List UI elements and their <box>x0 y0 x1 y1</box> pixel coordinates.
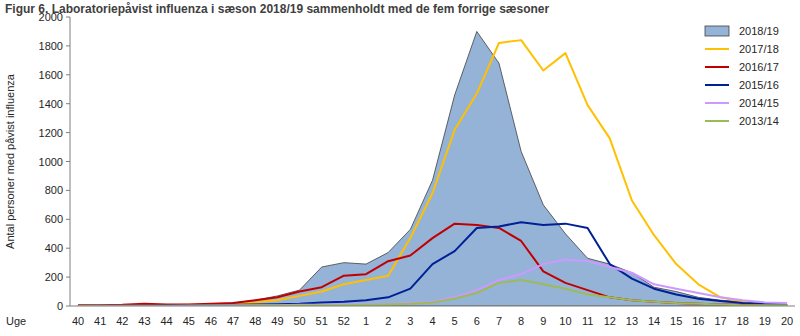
y-tick-label: 1800 <box>39 40 63 52</box>
legend-label: 2016/17 <box>739 61 779 73</box>
y-tick <box>66 17 70 18</box>
line <box>78 280 787 306</box>
chart: Figur 6. Laboratoriepåvist influenza i s… <box>0 0 800 336</box>
y-tick <box>66 219 70 220</box>
y-tick <box>66 45 70 46</box>
legend-swatch <box>705 84 729 86</box>
legend-label: 2018/19 <box>739 25 779 37</box>
y-tick-label: 600 <box>45 213 63 225</box>
x-tick-label: 44 <box>161 315 173 327</box>
x-tick-label: 7 <box>496 315 502 327</box>
y-tick-label: 1400 <box>39 98 63 110</box>
legend-label: 2017/18 <box>739 43 779 55</box>
x-axis-label: Uge <box>6 315 26 327</box>
y-tick-label: 1000 <box>39 156 63 168</box>
y-tick-label: 1600 <box>39 69 63 81</box>
y-tick-label: 2000 <box>39 11 63 23</box>
legend-label: 2013/14 <box>739 115 779 127</box>
y-tick <box>66 74 70 75</box>
x-tick-label: 19 <box>759 315 771 327</box>
x-tick-label: 46 <box>205 315 217 327</box>
legend-label: 2015/16 <box>739 79 779 91</box>
y-tick <box>66 277 70 278</box>
x-tick-label: 16 <box>692 315 704 327</box>
x-tick-label: 49 <box>271 315 283 327</box>
x-tick-label: 40 <box>72 315 84 327</box>
x-tick-label: 18 <box>737 315 749 327</box>
y-tick-label: 200 <box>45 271 63 283</box>
x-tick-label: 12 <box>604 315 616 327</box>
line <box>78 260 787 306</box>
x-tick-label: 4 <box>429 315 435 327</box>
x-tick-label: 9 <box>540 315 546 327</box>
legend-swatch <box>705 102 729 104</box>
x-tick-label: 15 <box>670 315 682 327</box>
legend-swatch <box>705 66 729 68</box>
x-tick-label: 10 <box>559 315 571 327</box>
x-tick-label: 11 <box>582 315 593 327</box>
y-tick-label: 1200 <box>39 127 63 139</box>
legend-label: 2014/15 <box>739 97 779 109</box>
y-axis-label: Antal personer med påvist influenza <box>4 73 16 249</box>
x-tick-label: 42 <box>116 315 128 327</box>
x-tick-label: 52 <box>338 315 350 327</box>
x-tick-label: 3 <box>407 315 413 327</box>
y-tick <box>66 161 70 162</box>
y-tick-label: 0 <box>57 300 63 312</box>
area <box>78 31 787 306</box>
x-tick-label: 14 <box>648 315 660 327</box>
x-tick-label: 20 <box>781 315 793 327</box>
x-tick-label: 13 <box>626 315 638 327</box>
x-tick-label: 48 <box>249 315 261 327</box>
x-tick-label: 8 <box>518 315 524 327</box>
y-tick <box>66 103 70 104</box>
y-tick <box>66 306 70 307</box>
legend-swatch <box>705 26 729 36</box>
x-axis <box>70 306 795 307</box>
x-tick-label: 2 <box>385 315 391 327</box>
title: Figur 6. Laboratoriepåvist influenza i s… <box>5 2 549 16</box>
x-tick-label: 43 <box>138 315 150 327</box>
x-tick-label: 41 <box>94 315 106 327</box>
y-tick-label: 800 <box>45 184 63 196</box>
legend-box <box>699 19 791 139</box>
x-tick-label: 45 <box>183 315 195 327</box>
y-tick <box>66 132 70 133</box>
x-tick-label: 17 <box>714 315 726 327</box>
plot-area <box>78 31 787 306</box>
y-tick <box>66 190 70 191</box>
legend: 2018/19 2017/18 2016/17 2015/16 2014/15 2013/… <box>699 19 791 139</box>
line <box>78 40 787 305</box>
x-tick-label: 51 <box>316 315 328 327</box>
y-tick-label: 400 <box>45 242 63 254</box>
y-axis <box>70 17 71 306</box>
x-tick-label: 5 <box>452 315 458 327</box>
y-tick <box>66 248 70 249</box>
line <box>78 222 787 306</box>
x-tick-label: 6 <box>474 315 480 327</box>
legend-swatch <box>705 120 729 122</box>
x-tick-label: 50 <box>293 315 305 327</box>
x-tick-label: 47 <box>227 315 239 327</box>
x-tick-label: 1 <box>363 315 369 327</box>
legend-swatch <box>705 48 729 50</box>
